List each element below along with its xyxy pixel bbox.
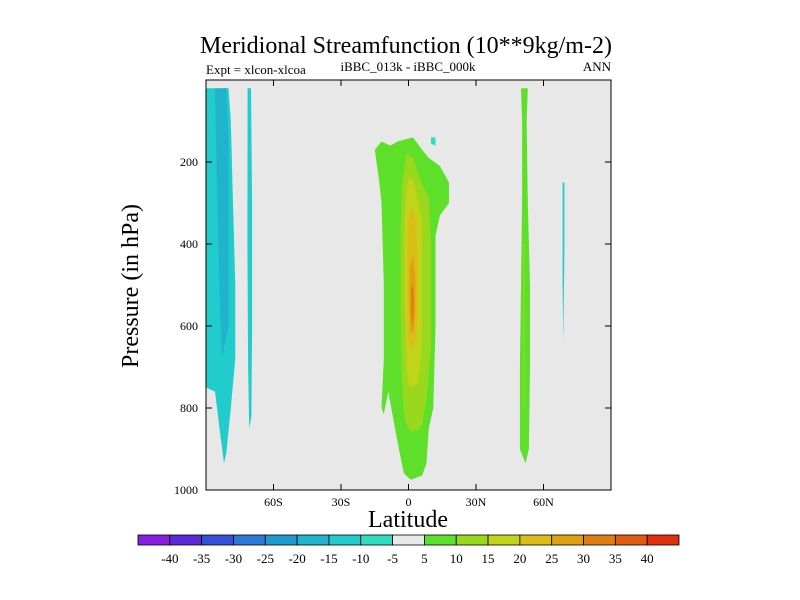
colorbar-box (264, 534, 298, 546)
colorbar-box (519, 534, 553, 546)
colorbar-box (583, 534, 616, 546)
colorbar-label: -35 (193, 551, 210, 566)
colorbar-label: 15 (482, 551, 495, 566)
contour-nh-strip-inner (523, 244, 525, 408)
colorbar-box (137, 534, 171, 546)
contour-nh-strip-outer (519, 88, 530, 464)
colorbar: -40 -35 -30 -25 -20 -15 -10 -5 5 10 15 20 25 30 35 40 (137, 534, 680, 566)
x-tick-label: 60S (264, 495, 283, 509)
y-tick-label: 400 (180, 237, 198, 251)
colorbar-label: -15 (320, 551, 337, 566)
contour-eq-l6 (411, 285, 414, 326)
contour-eq-speck (431, 137, 436, 146)
colorbar-box (169, 534, 203, 546)
colorbar-label: 35 (609, 551, 622, 566)
colorbar-box (455, 534, 489, 546)
plot-area: 60S 30S 0 30N 60N 200 400 600 800 1000 (174, 79, 612, 509)
colorbar-box (360, 534, 393, 546)
x-tick-label: 30S (332, 495, 351, 509)
left-subtitle: Expt = xlcon-xlcoa (206, 62, 306, 77)
right-subtitle: ANN (583, 59, 612, 74)
x-tick-label: 0 (406, 495, 412, 509)
colorbar-label: 30 (577, 551, 590, 566)
colorbar-label: -20 (288, 551, 305, 566)
x-tick-label: 60N (533, 495, 554, 509)
colorbar-label: -5 (387, 551, 398, 566)
colorbar-label: 25 (545, 551, 558, 566)
y-tick-label: 200 (180, 155, 198, 169)
contour-nh-neg-small (562, 182, 565, 343)
contour-sh-neg-inner (215, 88, 229, 359)
colorbar-box (646, 534, 680, 546)
y-ticks: 200 400 600 800 1000 (174, 155, 611, 497)
colorbar-label: -10 (352, 551, 369, 566)
center-subtitle: iBBC_013k - iBBC_000k (340, 59, 476, 74)
colorbar-label: -40 (161, 551, 178, 566)
colorbar-box (424, 534, 457, 546)
x-ticks: 60S 30S 0 30N 60N (264, 80, 554, 509)
colorbar-box (551, 534, 584, 546)
colorbar-label: -30 (225, 551, 242, 566)
colorbar-label: 10 (450, 551, 463, 566)
colorbar-label: 40 (641, 551, 654, 566)
y-tick-label: 800 (180, 401, 198, 415)
x-axis-label: Latitude (368, 507, 448, 533)
colorbar-box (392, 534, 425, 546)
x-tick-label: 30N (466, 495, 487, 509)
colorbar-label: 5 (421, 551, 428, 566)
y-axis-label: Pressure (in hPa) (118, 204, 144, 368)
colorbar-label: 20 (513, 551, 526, 566)
colorbar-box (614, 534, 648, 546)
colorbar-box (201, 534, 234, 546)
colorbar-box (296, 534, 330, 546)
chart-title: Meridional Streamfunction (10**9kg/m-2) (200, 33, 612, 59)
colorbar-label: -25 (257, 551, 274, 566)
colorbar-box (233, 534, 266, 546)
colorbar-box (487, 534, 521, 546)
contour-sh-neg-strip (247, 88, 253, 429)
y-tick-label: 1000 (174, 483, 198, 497)
contour-regions (206, 88, 565, 480)
y-tick-label: 600 (180, 319, 198, 333)
colorbar-box (328, 534, 362, 546)
